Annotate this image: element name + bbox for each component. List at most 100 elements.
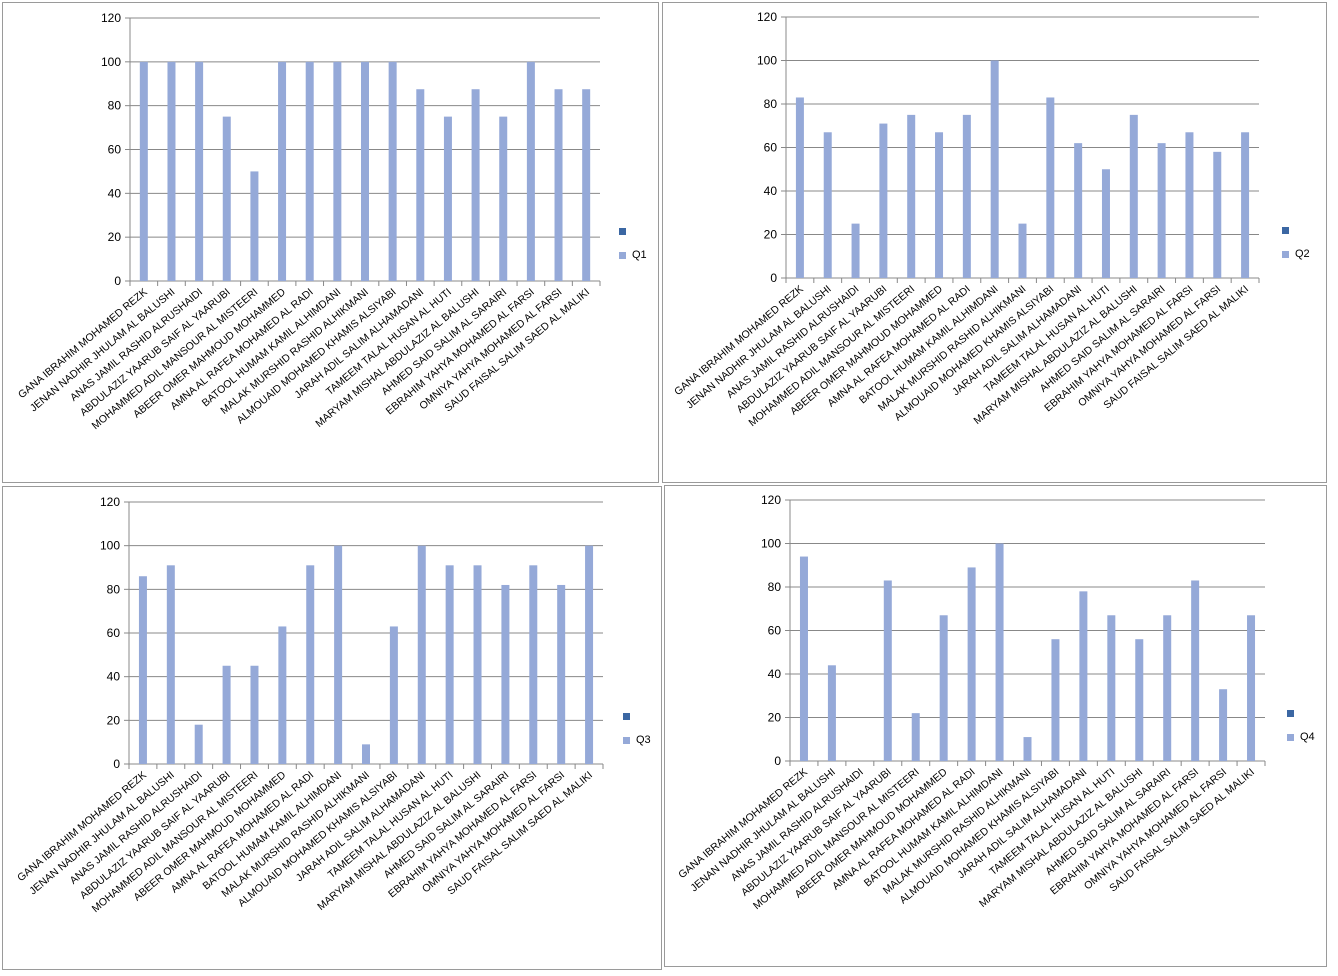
- bar: [278, 61, 287, 282]
- bar: [1219, 689, 1228, 761]
- y-tick-label: 80: [768, 580, 782, 594]
- bar: [585, 545, 594, 764]
- y-tick-label: 120: [101, 11, 121, 25]
- bar: [557, 584, 566, 764]
- bar: [795, 97, 804, 278]
- y-tick-label: 60: [764, 141, 778, 155]
- chart-panel-q1: 0 20 40 60 80 100 120 GANA IBRAHIM MOHAMED REZK…: [2, 2, 659, 483]
- y-tick-label: 40: [107, 670, 121, 684]
- bar: [1018, 223, 1027, 278]
- chart-q4-legend: Q4: [1287, 701, 1315, 749]
- bar: [529, 565, 538, 764]
- bar: [1023, 737, 1032, 761]
- bar: [799, 556, 808, 761]
- bar: [1163, 615, 1172, 761]
- bar: [1185, 132, 1194, 278]
- chart-q1-legend: Q1: [619, 219, 647, 267]
- bar: [907, 114, 916, 278]
- y-tick-label: 40: [764, 184, 778, 198]
- bar: [194, 724, 203, 764]
- bar: [827, 665, 836, 761]
- bar: [995, 543, 1004, 761]
- legend-series-label: Q3: [636, 733, 651, 746]
- bar: [911, 713, 920, 761]
- bar: [250, 171, 259, 281]
- bar: [939, 615, 948, 761]
- y-tick-label: 100: [761, 537, 781, 551]
- bar: [167, 61, 176, 282]
- bar: [389, 626, 398, 764]
- bar: [138, 576, 147, 764]
- bar: [935, 132, 944, 278]
- legend-series-swatch: [1282, 250, 1289, 258]
- bar: [139, 61, 148, 282]
- y-tick-label: 0: [770, 271, 777, 285]
- bar: [967, 567, 976, 761]
- bar: [388, 61, 397, 282]
- y-tick-label: 20: [107, 713, 121, 727]
- legend-series-label: Q4: [1300, 730, 1315, 743]
- bar: [471, 89, 480, 282]
- y-tick-label: 40: [768, 667, 782, 681]
- bar: [526, 61, 535, 282]
- y-tick-label: 60: [768, 624, 782, 638]
- y-tick-label: 100: [101, 55, 121, 69]
- y-tick-label: 80: [764, 97, 778, 111]
- bar: [222, 665, 231, 764]
- y-tick-label: 0: [113, 757, 120, 771]
- bar: [362, 744, 370, 764]
- y-tick-label: 20: [768, 711, 782, 725]
- y-tick-label: 100: [757, 54, 777, 68]
- legend-series-label: Q1: [632, 248, 647, 261]
- bar: [1107, 615, 1116, 761]
- legend-series-label: Q2: [1295, 247, 1310, 260]
- bar: [1051, 639, 1060, 761]
- bar: [1213, 151, 1222, 278]
- legend-empty-marker: [619, 227, 626, 235]
- bar: [823, 132, 832, 278]
- bar: [501, 584, 510, 764]
- bar: [1046, 97, 1055, 278]
- bar: [166, 565, 175, 764]
- bar: [851, 223, 860, 278]
- legend-empty-marker: [1282, 226, 1289, 234]
- bar: [306, 565, 315, 764]
- bar: [1247, 615, 1256, 761]
- y-tick-label: 20: [108, 230, 122, 244]
- y-tick-label: 120: [757, 10, 777, 24]
- y-tick-label: 0: [774, 754, 781, 768]
- bar: [1157, 143, 1166, 278]
- y-tick-label: 40: [108, 186, 122, 200]
- legend-series-swatch: [619, 251, 626, 259]
- bar: [361, 61, 369, 282]
- bar: [879, 123, 888, 278]
- y-tick-label: 60: [107, 626, 121, 640]
- chart-panel-q3: 0 20 40 60 80 100 120 GANA IBRAHIM MOHAMED REZK…: [2, 486, 662, 970]
- chart-q3-legend: Q3: [623, 704, 651, 752]
- legend-empty-marker: [623, 712, 630, 720]
- bar: [1074, 143, 1083, 278]
- legend-empty-marker: [1287, 709, 1294, 717]
- legend-series-swatch: [623, 736, 630, 744]
- bar: [416, 89, 425, 282]
- bar: [554, 89, 563, 282]
- bar: [473, 565, 482, 764]
- bar: [582, 89, 591, 282]
- bar: [445, 565, 454, 764]
- bar: [1079, 591, 1088, 761]
- chart-panel-q2: 0 20 40 60 80 100 120 GANA IBRAHIM MOHAMED REZK…: [662, 2, 1327, 483]
- bar: [333, 61, 342, 282]
- y-tick-label: 20: [764, 228, 778, 242]
- y-tick-label: 120: [761, 493, 781, 507]
- bar: [1101, 169, 1110, 278]
- y-tick-label: 120: [100, 495, 120, 509]
- bar: [499, 116, 508, 281]
- bar: [278, 626, 287, 764]
- bar: [305, 61, 314, 282]
- bar: [417, 545, 426, 764]
- bar: [962, 114, 971, 278]
